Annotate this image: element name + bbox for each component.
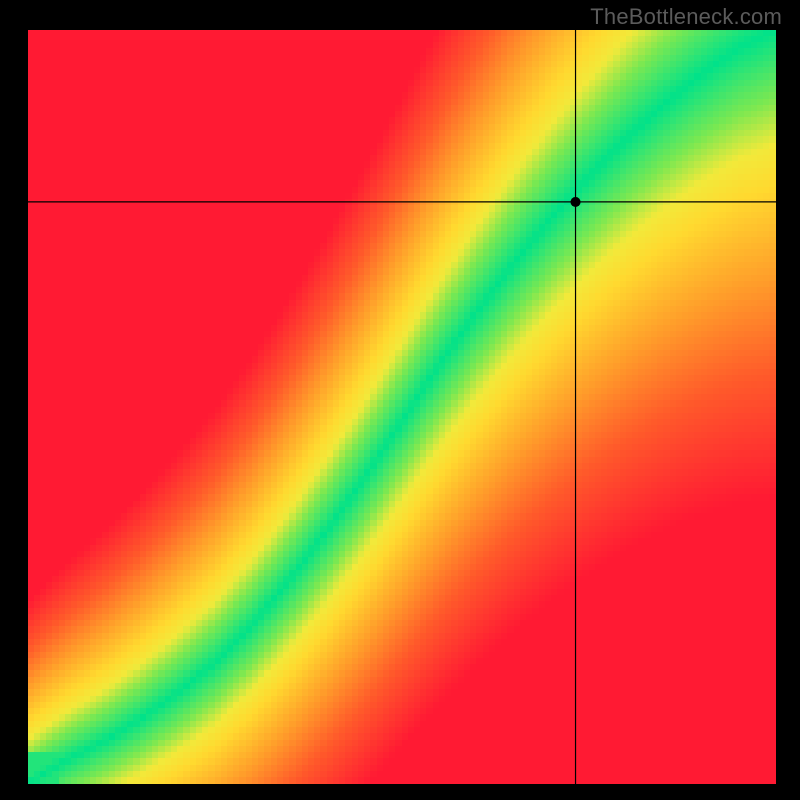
bottleneck-heatmap [28, 30, 776, 784]
watermark-text: TheBottleneck.com [590, 4, 782, 30]
